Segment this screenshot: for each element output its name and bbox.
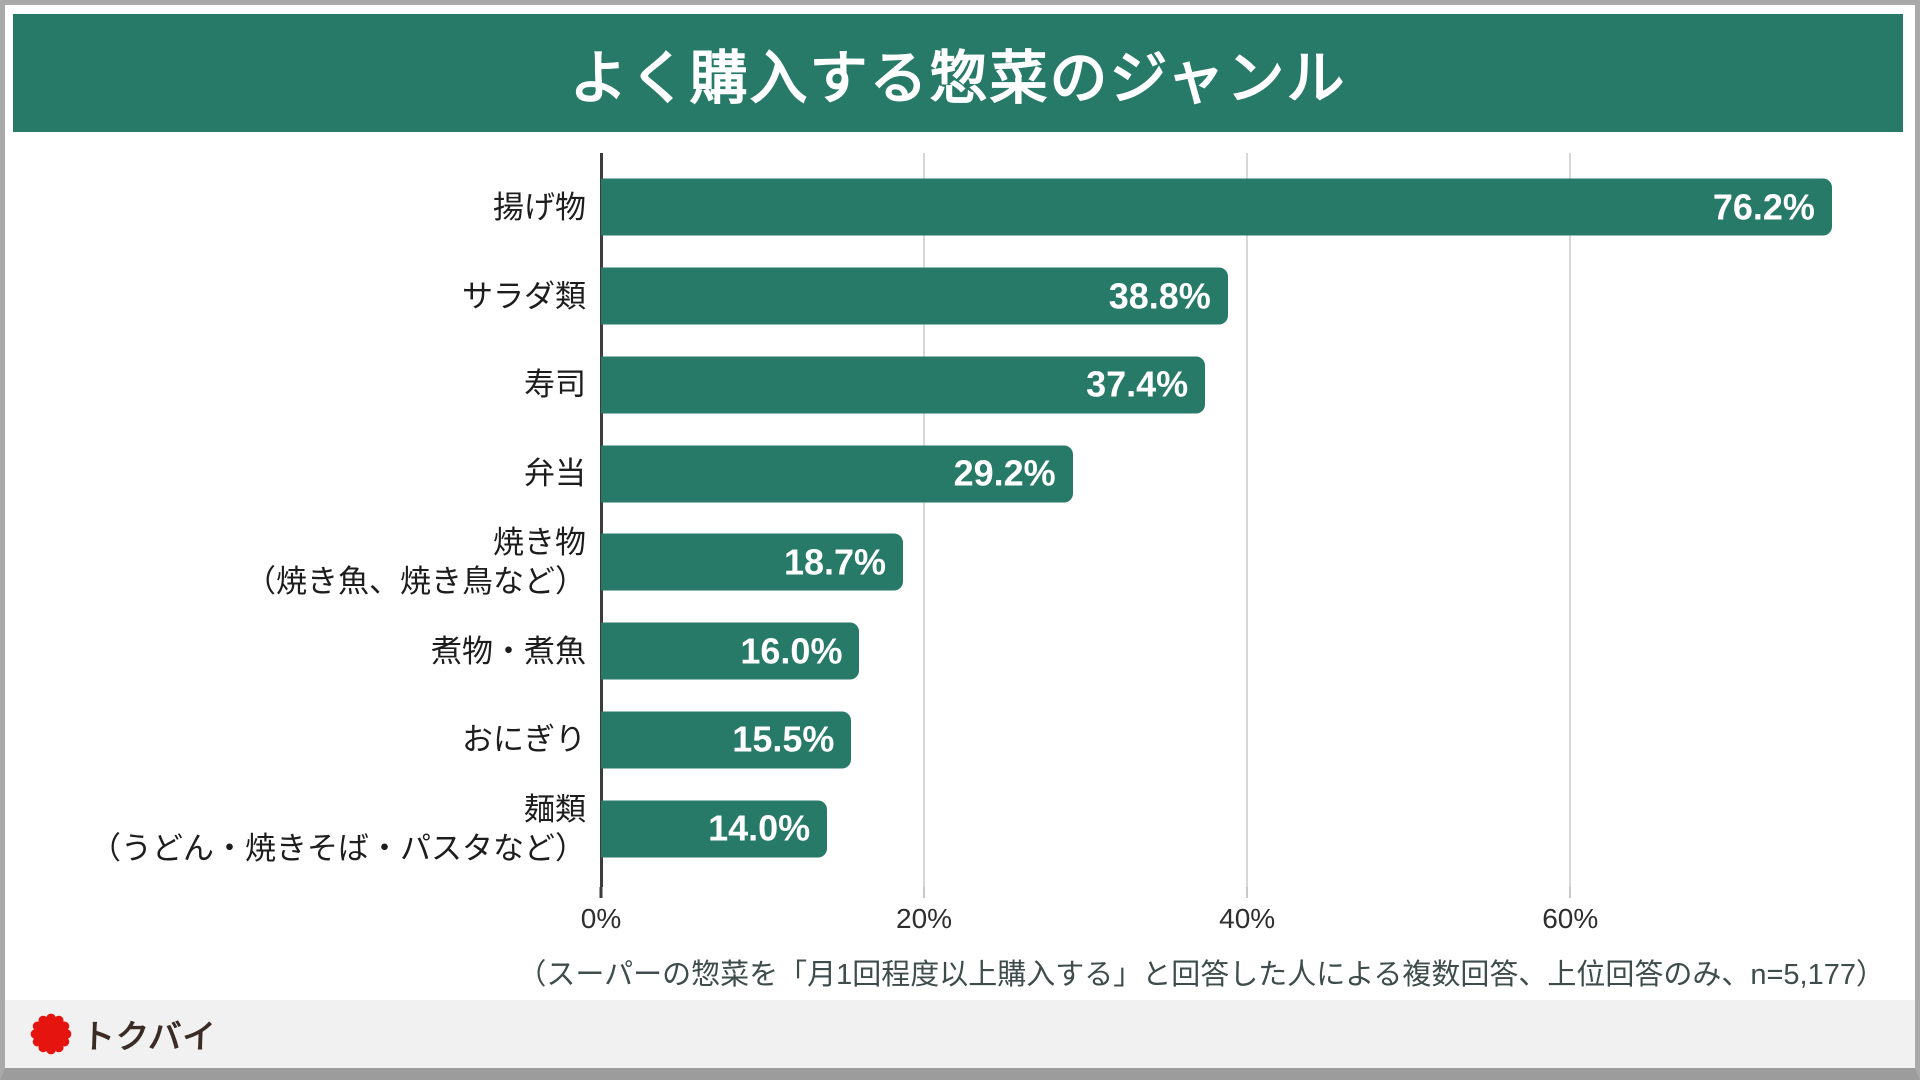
category-label-line1: 弁当 [524, 456, 586, 492]
bar-track: 76.2% [601, 163, 1861, 252]
category-label: 煮物・煮魚 [13, 632, 601, 671]
bar: 37.4% [601, 356, 1206, 414]
bar: 15.5% [601, 711, 852, 769]
tick-label: 20% [896, 903, 953, 934]
chart-row: サラダ類 38.8% [13, 252, 1861, 341]
chart-row: 麺類 （うどん・焼きそば・パスタなど） 14.0% [13, 784, 1861, 873]
bar-track: 29.2% [601, 429, 1861, 518]
tick-mark [1246, 887, 1249, 898]
category-label-line2: （うどん・焼きそば・パスタなど） [90, 830, 586, 866]
value-label: 14.0% [708, 807, 811, 849]
value-label: 37.4% [1086, 363, 1189, 405]
bar: 29.2% [601, 445, 1073, 503]
tick-mark [599, 887, 603, 898]
tick-mark [1569, 887, 1572, 898]
gridline [1246, 153, 1249, 887]
tick-label: 60% [1542, 903, 1599, 934]
y-axis-line [600, 153, 603, 887]
header-banner: よく購入する惣菜のジャンル [13, 14, 1903, 132]
bar-track: 14.0% [601, 784, 1861, 873]
bar-track: 15.5% [601, 696, 1861, 785]
category-label-line1: 麺類 [524, 791, 586, 827]
category-label: サラダ類 [13, 277, 601, 316]
value-label: 29.2% [953, 452, 1056, 494]
bar-track: 18.7% [601, 518, 1861, 607]
chart-row: 焼き物 （焼き魚、焼き鳥など） 18.7% [13, 518, 1861, 607]
category-label: おにぎり [13, 720, 601, 759]
chart-row: 弁当 29.2% [13, 429, 1861, 518]
chart-row: おにぎり 15.5% [13, 696, 1861, 785]
bar: 18.7% [601, 533, 904, 591]
logo-burst-icon [30, 1013, 72, 1055]
bar: 38.8% [601, 267, 1228, 325]
tick-label: 0% [580, 903, 622, 934]
value-label: 15.5% [732, 718, 835, 760]
bar-chart: 揚げ物 76.2% サラダ類 38.8% 寿司 37.4% [13, 163, 1861, 873]
bar-track: 37.4% [601, 341, 1861, 430]
tokubai-logo: トクバイ [29, 1010, 217, 1058]
category-label-line2: （焼き魚、焼き鳥など） [245, 564, 586, 600]
gridline [1569, 153, 1572, 887]
bar: 76.2% [601, 178, 1832, 236]
chart-title: よく購入する惣菜のジャンル [569, 46, 1347, 111]
category-label-line1: 揚げ物 [493, 189, 586, 225]
bar: 14.0% [601, 800, 828, 858]
category-label: 焼き物 （焼き魚、焼き鳥など） [13, 523, 601, 601]
value-label: 76.2% [1712, 186, 1815, 228]
value-label: 38.8% [1108, 275, 1211, 317]
tick-mark [923, 887, 926, 898]
chart-row: 揚げ物 76.2% [13, 163, 1861, 252]
plot-area [600, 153, 1861, 887]
tick-label: 40% [1219, 903, 1276, 934]
x-axis-ticks: 0% 20% 40% 60% [581, 887, 1861, 949]
category-label-line1: おにぎり [462, 722, 586, 758]
category-label-line1: 寿司 [524, 367, 586, 403]
category-label-line1: 焼き物 [493, 525, 586, 561]
footer-bar: トクバイ [5, 1000, 1915, 1068]
bar-track: 38.8% [601, 252, 1861, 341]
category-label: 揚げ物 [13, 188, 601, 227]
bar-track: 16.0% [601, 607, 1861, 696]
logo-text: トクバイ [81, 1018, 217, 1055]
footnote: （スーパーの惣菜を「月1回程度以上購入する」と回答した人による複数回答、上位回答… [517, 959, 1885, 991]
category-label: 寿司 [13, 365, 601, 404]
category-label-line1: サラダ類 [462, 278, 586, 314]
chart-row: 煮物・煮魚 16.0% [13, 607, 1861, 696]
value-label: 16.0% [740, 630, 843, 672]
value-label: 18.7% [783, 541, 887, 583]
category-label: 弁当 [13, 454, 601, 493]
chart-row: 寿司 37.4% [13, 341, 1861, 430]
category-label: 麺類 （うどん・焼きそば・パスタなど） [13, 790, 601, 868]
bar: 16.0% [601, 622, 860, 680]
gridline [923, 153, 926, 887]
category-label-line1: 煮物・煮魚 [431, 633, 586, 669]
